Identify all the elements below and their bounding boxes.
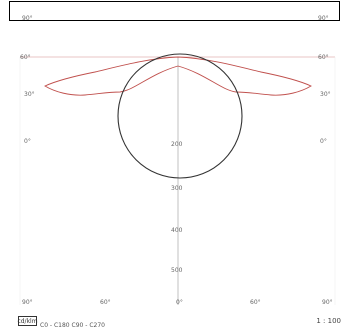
center-value-3: 400 [171,227,183,234]
label-0-left: 0° [24,138,31,145]
title-bar [9,1,340,21]
center-value-1: 200 [171,141,183,148]
curve-c0-c180 [44,56,312,96]
label-60-right: 60° [318,54,329,61]
center-value-2: 300 [171,185,183,192]
label-30-right: 30° [320,91,331,98]
bottom-label-4: 60° [250,299,261,306]
bottom-label-5: 90° [322,299,333,306]
curve-c90-c270 [117,53,243,179]
label-0-right: 0° [320,138,327,145]
scale-ratio: 1 : 100 [316,317,341,325]
scale-unit-box: cd/klm [17,316,38,326]
label-30-left: 30° [24,91,35,98]
label-60-left: 60° [20,54,31,61]
bottom-label-2: 60° [100,299,111,306]
legend-text: C0 - C180 C90 - C270 [40,322,105,329]
center-value-4: 500 [171,267,183,274]
bottom-label-3: 0° [176,299,183,306]
label-top-left: 90° [22,15,33,22]
label-top-right: 90° [318,15,329,22]
bottom-label-1: 90° [22,299,33,306]
